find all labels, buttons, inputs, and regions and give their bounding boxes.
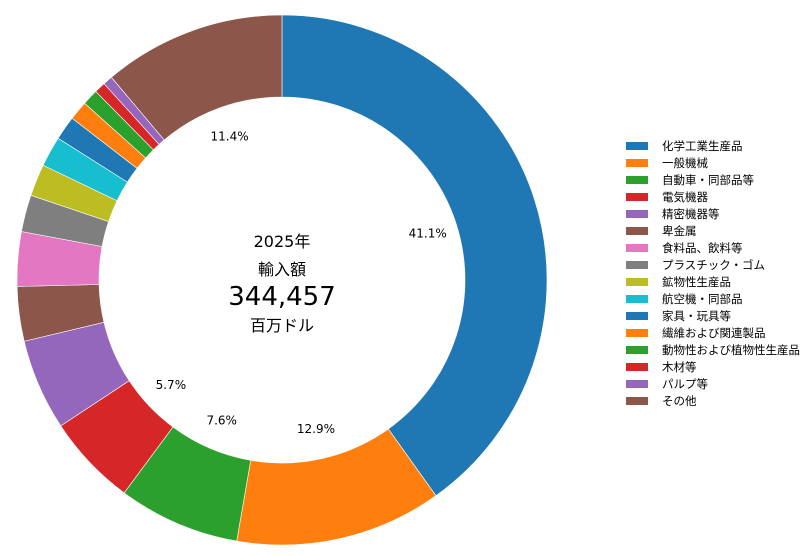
legend-item: 卑金属 bbox=[626, 222, 800, 239]
slice-16 bbox=[110, 14, 283, 141]
legend-swatch bbox=[626, 294, 648, 303]
legend-swatch bbox=[626, 328, 648, 337]
legend-swatch bbox=[626, 362, 648, 371]
legend-swatch bbox=[626, 158, 648, 167]
legend-item: 食料品、飲料等 bbox=[626, 239, 800, 256]
legend-item: 自動車・同部品等 bbox=[626, 171, 800, 188]
legend-label: 家具・玩具等 bbox=[662, 308, 731, 323]
legend-item: 精密機器等 bbox=[626, 205, 800, 222]
legend-label: 繊維および関連製品 bbox=[662, 325, 766, 340]
legend-item: 動物性および植物性生産品 bbox=[626, 341, 800, 358]
legend-label: その他 bbox=[662, 393, 697, 408]
legend-item: 一般機械 bbox=[626, 154, 800, 171]
legend-swatch bbox=[626, 209, 648, 218]
percent-labels: 41.1% 12.9% 7.6% 5.7% 11.4% bbox=[156, 129, 447, 436]
legend-swatch bbox=[626, 260, 648, 269]
slice-label-16: 11.4% bbox=[211, 129, 249, 143]
legend-swatch bbox=[626, 226, 648, 235]
legend-label: 化学工業生産品 bbox=[662, 138, 743, 153]
legend-item: その他 bbox=[626, 392, 800, 409]
legend-item: 家具・玩具等 bbox=[626, 307, 800, 324]
legend-label: 木材等 bbox=[662, 359, 697, 374]
legend-swatch bbox=[626, 311, 648, 320]
legend-swatch bbox=[626, 396, 648, 405]
slice-1 bbox=[281, 14, 548, 497]
legend-swatch bbox=[626, 243, 648, 252]
legend-item: 鉱物性生産品 bbox=[626, 273, 800, 290]
legend-label: プラスチック・ゴム bbox=[662, 257, 766, 272]
legend-item: 航空機・同部品 bbox=[626, 290, 800, 307]
legend-label: 卑金属 bbox=[662, 223, 697, 238]
legend-label: 精密機器等 bbox=[662, 206, 720, 221]
slices bbox=[16, 14, 548, 546]
center-unit: 百万ドル bbox=[250, 316, 314, 335]
center-value: 344,457 bbox=[228, 282, 336, 312]
slice-label-1: 41.1% bbox=[409, 226, 447, 240]
legend-swatch bbox=[626, 192, 648, 201]
legend-swatch bbox=[626, 141, 648, 150]
legend-label: 航空機・同部品 bbox=[662, 291, 743, 306]
legend-item: プラスチック・ゴム bbox=[626, 256, 800, 273]
slice-label-2: 12.9% bbox=[297, 422, 335, 436]
slice-label-3: 7.6% bbox=[206, 414, 237, 428]
legend-label: 電気機器 bbox=[662, 189, 708, 204]
legend-item: 木材等 bbox=[626, 358, 800, 375]
legend-label: 動物性および植物性生産品 bbox=[662, 342, 800, 357]
legend-item: 電気機器 bbox=[626, 188, 800, 205]
legend-label: パルプ等 bbox=[662, 376, 708, 391]
legend-item: 化学工業生産品 bbox=[626, 137, 800, 154]
legend-item: パルプ等 bbox=[626, 375, 800, 392]
slice-label-4: 5.7% bbox=[156, 378, 187, 392]
legend-item: 繊維および関連製品 bbox=[626, 324, 800, 341]
legend: 化学工業生産品 一般機械自動車・同部品等 電気機器精密機器等卑金属食料品、飲料等プラ… bbox=[626, 137, 800, 409]
legend-swatch bbox=[626, 277, 648, 286]
center-year: 2025年 bbox=[254, 232, 311, 251]
legend-swatch bbox=[626, 345, 648, 354]
legend-label: 鉱物性生産品 bbox=[662, 274, 731, 289]
legend-swatch bbox=[626, 175, 648, 184]
legend-label: 食料品、飲料等 bbox=[662, 240, 743, 255]
legend-label: 一般機械 bbox=[662, 155, 708, 170]
legend-swatch bbox=[626, 379, 648, 388]
center-label: 輸入額 bbox=[258, 260, 306, 279]
legend-label: 自動車・同部品等 bbox=[662, 172, 754, 187]
